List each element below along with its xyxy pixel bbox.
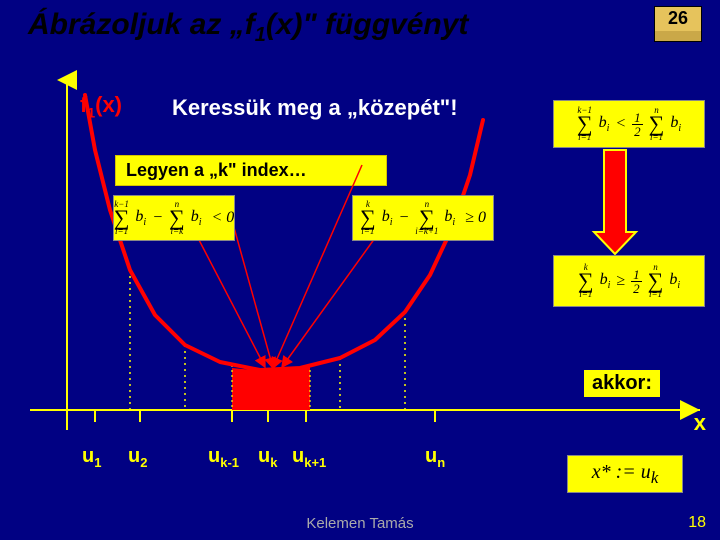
tick-label: uk+1 bbox=[292, 445, 326, 470]
page-badge: 26 bbox=[654, 6, 702, 42]
tick-label: uk bbox=[258, 445, 277, 470]
akkor-label: akkor: bbox=[584, 370, 660, 397]
formula-xstar: x* := uk bbox=[567, 455, 683, 493]
formula-top-right: k−1∑i=1bi<12n∑i=1bi bbox=[553, 100, 705, 148]
formula-bottom-right: k∑i=1bi≥12n∑i=1bi bbox=[553, 255, 705, 307]
formula-right-small: k∑i=1bi−n∑i=k+1bi≥ 0 bbox=[352, 195, 494, 241]
tick-label: u2 bbox=[128, 445, 147, 470]
title-sub: 1 bbox=[255, 24, 266, 46]
title-post: (x)" függvényt bbox=[266, 8, 469, 41]
tick-label: uk-1 bbox=[208, 445, 239, 470]
f1x-sub: 1 bbox=[87, 104, 95, 120]
subtitle: Keressük meg a „közepét"! bbox=[172, 95, 458, 121]
f1x-rest: (x) bbox=[95, 92, 122, 117]
x-axis-label: x bbox=[694, 410, 706, 436]
slide-title: Ábrázoljuk az „f1(x)" függvényt bbox=[28, 8, 468, 47]
y-axis-label: f1(x) bbox=[80, 92, 122, 120]
footer-author: Kelemen Tamás bbox=[0, 515, 720, 532]
formula-left-small: k−1∑i=1bi−n∑i=kbi< 0 bbox=[113, 195, 235, 241]
k-index-box: Legyen a „k" index… bbox=[115, 155, 387, 186]
tick-label: u1 bbox=[82, 445, 101, 470]
slide-number: 18 bbox=[688, 514, 706, 532]
tick-label: un bbox=[425, 445, 445, 470]
title-pre: Ábrázoljuk az „f bbox=[28, 8, 255, 41]
